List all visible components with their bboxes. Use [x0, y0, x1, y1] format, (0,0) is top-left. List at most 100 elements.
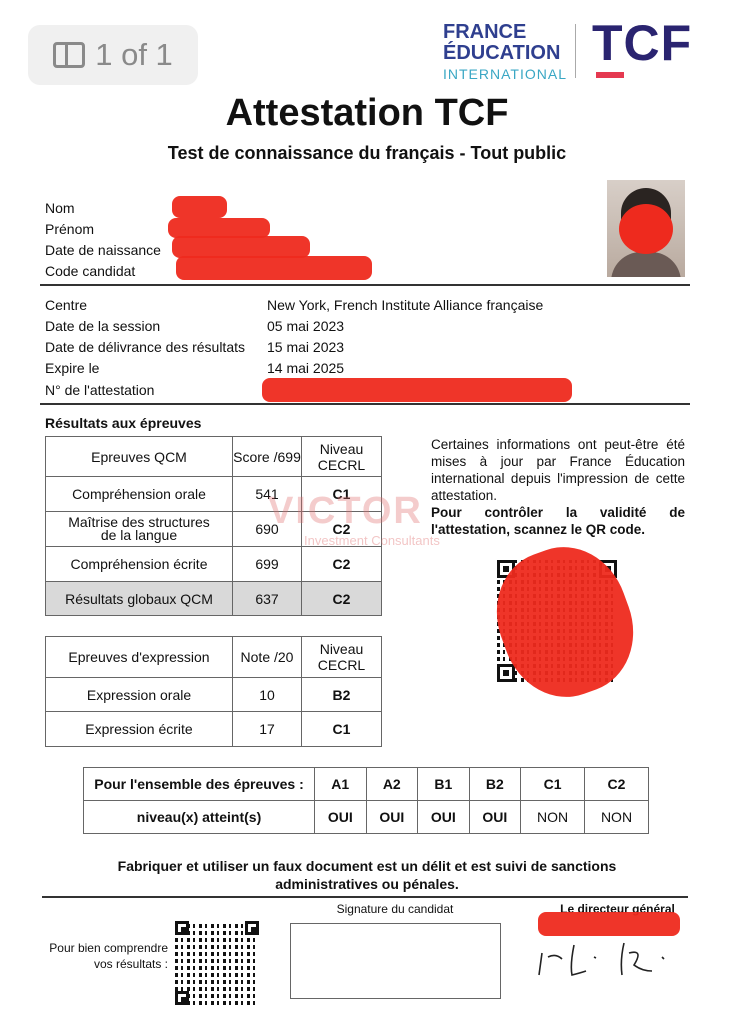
- cell: Compréhension orale: [45, 476, 233, 512]
- redaction: [262, 378, 572, 402]
- signature-label: Signature du candidat: [336, 902, 454, 916]
- label-session-date: Date de la session: [45, 318, 161, 334]
- redaction: [538, 912, 680, 936]
- header-cell: Score /699: [232, 436, 302, 477]
- signature-box: [290, 923, 501, 999]
- director-signature: [538, 942, 665, 976]
- header-cell: Niveau CECRL: [301, 636, 382, 678]
- redaction: [172, 236, 310, 258]
- results-heading: Résultats aux épreuves: [45, 415, 202, 431]
- header-cell: Epreuves d'expression: [45, 636, 233, 678]
- logo-divider: [575, 24, 576, 78]
- label-nom: Nom: [45, 200, 75, 216]
- info-text: Certaines informations ont peut-être été…: [431, 436, 685, 538]
- cell: Maîtrise des structures de la langue: [45, 511, 233, 547]
- cell: Pour l'ensemble des épreuves :: [83, 767, 315, 801]
- logo-text: ÉDUCATION: [443, 42, 561, 64]
- watermark: VICTOR: [268, 490, 423, 532]
- label-code: Code candidat: [45, 263, 136, 279]
- logo-accent: [596, 72, 624, 78]
- divider: [42, 896, 688, 898]
- page-indicator[interactable]: 1 of 1: [28, 25, 198, 85]
- qcm-table: Epreuves QCM Score /699 Niveau CECRL Com…: [45, 436, 382, 616]
- table-row: niveau(x) atteint(s) OUI OUI OUI OUI NON…: [83, 800, 649, 834]
- cell: 10: [232, 677, 302, 712]
- cell: C2: [301, 546, 382, 582]
- table-header: Epreuves d'expression Note /20 Niveau CE…: [45, 636, 382, 678]
- logo-text: FRANCE: [443, 21, 527, 43]
- cell: NON: [584, 800, 649, 834]
- cell: OUI: [314, 800, 367, 834]
- table-row: Expression orale 10 B2: [45, 677, 382, 712]
- cell: NON: [520, 800, 585, 834]
- page-count: 1 of 1: [95, 37, 173, 72]
- table-header: Epreuves QCM Score /699 Niveau CECRL: [45, 436, 382, 477]
- value-expiry: 14 mai 2025: [267, 360, 345, 376]
- cell: 699: [232, 546, 302, 582]
- cell: B1: [417, 767, 470, 801]
- results-qr-code[interactable]: [175, 921, 259, 1005]
- levels-table: Pour l'ensemble des épreuves : A1 A2 B1 …: [83, 767, 649, 834]
- sidebar-icon: [53, 42, 86, 68]
- table-row: Compréhension écrite 699 C2: [45, 546, 382, 582]
- cell: OUI: [417, 800, 470, 834]
- table-row: Expression écrite 17 C1: [45, 711, 382, 747]
- qr-label: Pour bien comprendre: [49, 941, 168, 955]
- cell: C1: [520, 767, 585, 801]
- cell: C2: [584, 767, 649, 801]
- france-education-logo: FRANCE ÉDUCATION INTERNATIONAL: [443, 22, 567, 85]
- header-cell: Niveau CECRL: [301, 436, 382, 477]
- value-session-date: 05 mai 2023: [267, 318, 345, 334]
- qr-explanation: Pour bien comprendre vos résultats :: [20, 940, 168, 972]
- page-title: Attestation TCF: [225, 92, 509, 134]
- warning-line: administratives ou pénales.: [275, 876, 459, 892]
- cell: Compréhension écrite: [45, 546, 233, 582]
- warning-line: Fabriquer et utiliser un faux document e…: [117, 858, 617, 874]
- redaction: [168, 218, 270, 238]
- cell: A2: [365, 767, 419, 801]
- cell: Expression orale: [45, 677, 233, 712]
- cell: A1: [314, 767, 367, 801]
- divider: [40, 284, 690, 286]
- cell: niveau(x) atteint(s): [83, 800, 315, 834]
- page-subtitle: Test de connaissance du français - Tout …: [167, 143, 567, 163]
- redaction: [172, 196, 227, 218]
- tcf-logo: TCF: [592, 15, 693, 71]
- cell: OUI: [365, 800, 419, 834]
- redaction: [176, 256, 372, 280]
- redaction: [478, 530, 652, 714]
- label-prenom: Prénom: [45, 221, 95, 237]
- cell: Résultats globaux QCM: [45, 581, 233, 616]
- header-cell: Epreuves QCM: [45, 436, 233, 477]
- cell: Expression écrite: [45, 711, 233, 747]
- info-bold: Pour contrôler la validité de l'attestat…: [431, 505, 685, 537]
- value-centre: New York, French Institute Alliance fran…: [267, 297, 544, 313]
- info-paragraph: Certaines informations ont peut-être été…: [431, 437, 685, 503]
- logo-text: INTERNATIONAL: [443, 66, 567, 82]
- value-results-date: 15 mai 2023: [267, 339, 345, 355]
- qr-label: vos résultats :: [93, 957, 168, 971]
- table-row: Compréhension orale 541 C1: [45, 476, 382, 512]
- candidate-photo: [607, 180, 685, 277]
- label-results-date: Date de délivrance des résultats: [45, 339, 245, 355]
- label-centre: Centre: [45, 297, 88, 313]
- cell: 17: [232, 711, 302, 747]
- legal-warning: Fabriquer et utiliser un faux document e…: [0, 857, 734, 893]
- header-cell: Note /20: [232, 636, 302, 678]
- label-attestation-number: N° de l'attestation: [45, 382, 155, 398]
- label-expiry: Expire le: [45, 360, 100, 376]
- cell: C1: [301, 711, 382, 747]
- cell: OUI: [468, 800, 522, 834]
- label-dob: Date de naissance: [45, 242, 161, 258]
- watermark-sub: Investment Consultants: [304, 533, 440, 548]
- divider: [40, 403, 690, 405]
- table-row: Maîtrise des structures de la langue 690…: [45, 511, 382, 547]
- cell: B2: [468, 767, 522, 801]
- expression-table: Epreuves d'expression Note /20 Niveau CE…: [45, 636, 382, 747]
- table-row: Pour l'ensemble des épreuves : A1 A2 B1 …: [83, 767, 649, 801]
- cell: 637: [232, 581, 302, 616]
- table-row-total: Résultats globaux QCM 637 C2: [45, 581, 382, 616]
- cell: C2: [301, 581, 382, 616]
- cell: B2: [301, 677, 382, 712]
